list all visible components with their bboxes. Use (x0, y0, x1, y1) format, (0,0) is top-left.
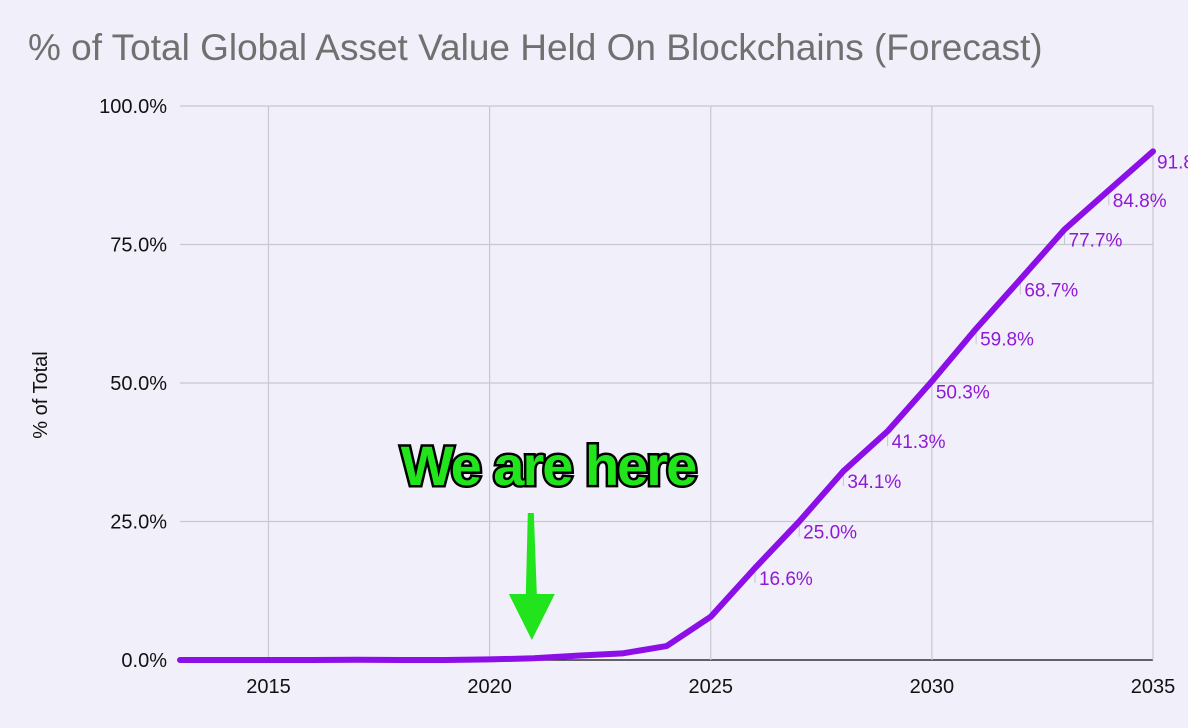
y-axis-label: % of Total (30, 351, 52, 438)
annotation-arrow (508, 513, 555, 640)
x-axis-ticks: 2015 2020 2025 2030 2035 (246, 676, 1175, 698)
x-tick-label: 2015 (246, 676, 291, 698)
data-label: 41.3% (892, 432, 946, 453)
data-label: 59.8% (980, 330, 1034, 351)
series (177, 148, 1156, 663)
y-tick-label: 100.0% (99, 96, 167, 118)
x-tick-label: 2025 (688, 676, 733, 698)
data-label: 34.1% (847, 472, 901, 493)
data-label: 16.6% (759, 569, 813, 590)
data-label: 77.7% (1069, 231, 1123, 252)
series-line (177, 148, 1156, 663)
data-label: 68.7% (1024, 280, 1078, 301)
annotation-text: We are here (401, 434, 696, 497)
y-tick-label: 25.0% (110, 512, 167, 534)
grid (180, 105, 1154, 661)
data-labels: 16.6% 25.0% 34.1% 41.3% 50.3% 59.8% 68.7% 77.7%… (759, 152, 1188, 590)
annotation: We are here (398, 432, 701, 640)
chart-title: % of Total Global Asset Value Held On Bl… (28, 27, 1043, 68)
y-tick-label: 75.0% (110, 235, 167, 257)
y-tick-label: 50.0% (110, 373, 167, 395)
x-tick-label: 2020 (467, 676, 512, 698)
y-axis-ticks: 0.0% 25.0% 50.0% 75.0% 100.0% (99, 96, 167, 672)
data-label: 25.0% (803, 523, 857, 544)
data-label-leaders (754, 155, 1154, 584)
data-label: 50.3% (936, 382, 990, 403)
data-label: 91.8% (1157, 152, 1188, 173)
data-label: 84.8% (1113, 191, 1167, 212)
x-tick-label: 2035 (1131, 676, 1176, 698)
x-tick-label: 2030 (910, 676, 955, 698)
y-tick-label: 0.0% (121, 650, 167, 672)
